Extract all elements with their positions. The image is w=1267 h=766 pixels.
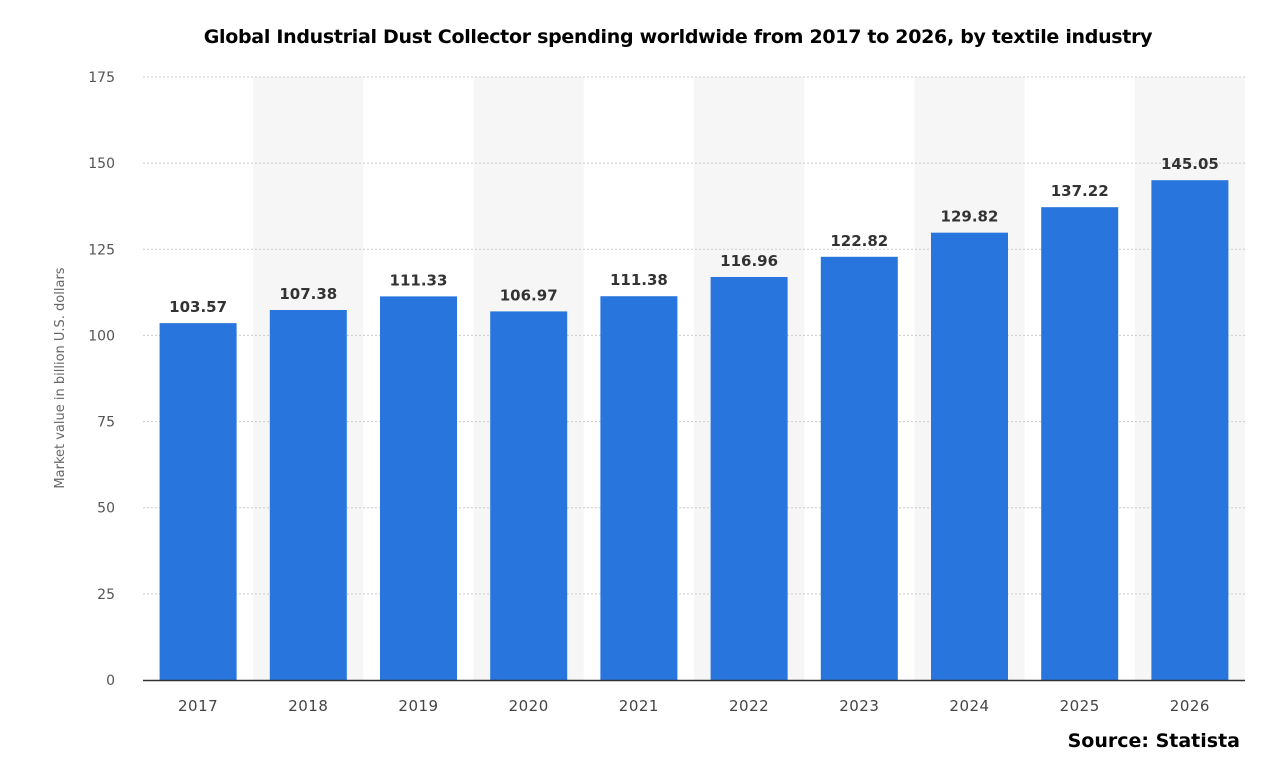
bar xyxy=(490,311,568,680)
x-tick-label: 2019 xyxy=(398,697,438,715)
data-label: 122.82 xyxy=(830,232,888,250)
bar xyxy=(1151,180,1229,680)
data-label: 145.05 xyxy=(1161,155,1219,173)
y-tick-label: 25 xyxy=(97,587,115,603)
y-axis-label: Market value in billion U.S. dollars xyxy=(53,267,68,488)
y-tick-label: 50 xyxy=(97,501,115,517)
data-label: 111.38 xyxy=(610,271,668,289)
data-label: 116.96 xyxy=(720,252,778,270)
data-label: 103.57 xyxy=(169,298,227,316)
bar xyxy=(600,296,678,680)
y-tick-label: 150 xyxy=(88,156,115,172)
x-tick-label: 2025 xyxy=(1060,697,1100,715)
bar xyxy=(159,323,237,680)
x-tick-label: 2026 xyxy=(1170,697,1210,715)
y-tick-label: 175 xyxy=(88,70,115,86)
source-note: Source: Statista xyxy=(1067,730,1240,752)
x-tick-label: 2022 xyxy=(729,697,769,715)
bar xyxy=(269,309,347,680)
x-tick-label: 2023 xyxy=(839,697,879,715)
x-tick-label: 2020 xyxy=(509,697,549,715)
y-tick-label: 0 xyxy=(106,673,115,689)
y-tick-label: 75 xyxy=(97,415,115,431)
data-labels: 103.57 107.38 111.33 106.97 111.38 116.96 122.… xyxy=(169,155,1219,316)
y-tick-label: 125 xyxy=(88,242,115,258)
data-label: 129.82 xyxy=(941,208,999,226)
data-label: 107.38 xyxy=(279,285,337,303)
bar xyxy=(710,276,788,680)
bar xyxy=(820,256,898,680)
x-tick-label: 2017 xyxy=(178,697,218,715)
bar xyxy=(931,232,1008,680)
bar xyxy=(380,296,457,680)
chart-title: Global Industrial Dust Collector spendin… xyxy=(203,26,1153,48)
bars xyxy=(159,180,1229,681)
x-tick-label: 2024 xyxy=(949,697,989,715)
bar xyxy=(1041,207,1119,681)
x-tick-label: 2021 xyxy=(619,697,659,715)
x-axis-ticks: 2017 2018 2019 2020 2021 2022 2023 2024 2025 2026 xyxy=(178,697,1210,715)
data-label: 137.22 xyxy=(1051,182,1109,200)
y-tick-label: 100 xyxy=(88,328,115,344)
data-label: 111.33 xyxy=(390,271,448,289)
y-axis-ticks: 0 25 50 75 100 125 150 175 xyxy=(88,70,115,689)
data-label: 106.97 xyxy=(500,286,558,304)
x-tick-label: 2018 xyxy=(288,697,328,715)
